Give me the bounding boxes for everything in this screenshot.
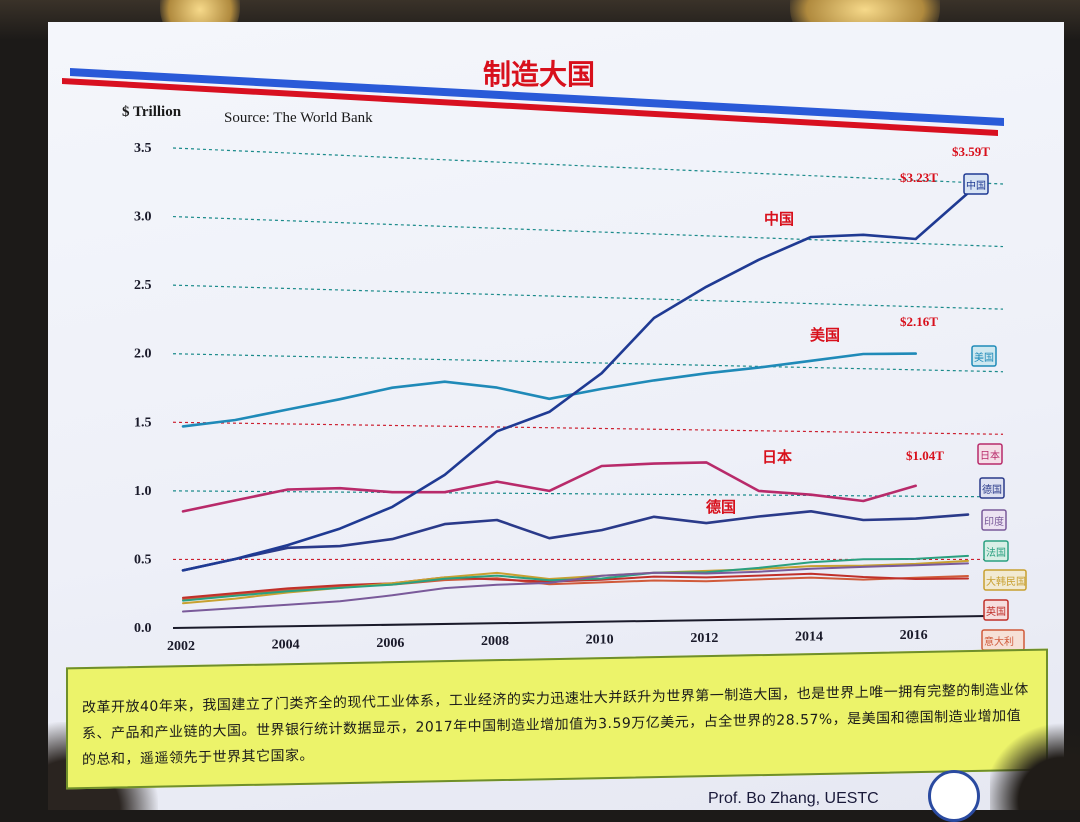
legend-swatch xyxy=(971,345,997,367)
series-line xyxy=(182,572,969,599)
gridline xyxy=(172,215,1004,248)
gridline xyxy=(172,490,1004,498)
legend-label: 印度 xyxy=(984,515,1004,528)
audience-shadow xyxy=(990,720,1080,810)
legend-label: 大韩民国 xyxy=(986,575,1026,588)
header-stripe-blue xyxy=(70,68,1004,126)
source-note: Source: The World Bank xyxy=(224,110,373,126)
value-label-china-2017: $3.59T xyxy=(952,144,990,159)
uestc-logo-icon xyxy=(928,770,980,822)
grid-lines xyxy=(172,147,1004,561)
legend-swatch xyxy=(983,569,1027,591)
summary-text: 改革开放40年来，我国建立了门类齐全的现代工业体系，工业经济的实力迅速壮大并跃升… xyxy=(82,681,1029,769)
value-label-japan: $1.04T xyxy=(906,448,944,463)
y-tick-label: 3.0 xyxy=(134,210,152,225)
label-germany: 德国 xyxy=(706,498,736,516)
y-tick-label: 1.0 xyxy=(134,484,152,499)
y-tick-label: 0.5 xyxy=(134,552,152,567)
legend-swatch xyxy=(977,443,1003,465)
legend-label: 法国 xyxy=(986,546,1006,559)
x-tick-label: 2008 xyxy=(481,634,509,649)
x-axis-ticks: 2002 2004 2006 2008 2010 2012 2014 2016 xyxy=(167,628,928,654)
legend-label: 意大利 xyxy=(984,635,1014,648)
y-unit-label: $ Trillion xyxy=(122,104,182,120)
legend-swatch xyxy=(983,540,1009,562)
x-tick-label: 2016 xyxy=(900,628,928,643)
y-tick-label: 3.5 xyxy=(134,141,152,156)
gridline xyxy=(172,353,1004,373)
y-tick-label: 1.5 xyxy=(134,415,152,430)
y-axis-ticks: 0.0 0.5 1.0 1.5 2.0 2.5 3.0 3.5 xyxy=(134,141,152,636)
y-tick-label: 2.0 xyxy=(134,347,152,362)
series-line xyxy=(181,510,970,572)
header-stripe-red xyxy=(62,78,998,136)
legend-swatch xyxy=(981,509,1007,531)
series-line xyxy=(181,191,970,572)
label-japan: 日本 xyxy=(762,448,792,466)
legend-swatch xyxy=(963,173,989,195)
slide-canvas: 制造大国 $ Trillion Source: The World Bank 0… xyxy=(62,58,1027,654)
gridline xyxy=(172,421,1004,435)
legend-label: 中国 xyxy=(966,179,986,192)
x-tick-label: 2012 xyxy=(690,631,718,646)
x-tick-label: 2006 xyxy=(376,636,404,651)
x-axis-line xyxy=(172,615,989,629)
legend-label: 日本 xyxy=(980,449,1000,462)
x-tick-label: 2004 xyxy=(272,637,300,652)
y-tick-label: 2.5 xyxy=(134,278,152,293)
gridline xyxy=(172,284,1004,310)
label-china: 中国 xyxy=(764,210,794,228)
summary-text-box: 改革开放40年来，我国建立了门类齐全的现代工业体系，工业经济的实力迅速壮大并跃升… xyxy=(66,648,1048,790)
legend-label: 美国 xyxy=(974,351,994,364)
x-tick-label: 2002 xyxy=(167,639,195,654)
legend-label: 英国 xyxy=(986,605,1006,618)
legend-swatch xyxy=(983,599,1009,621)
value-label-china-2016: $3.23T xyxy=(900,170,938,185)
legend-label: 德国 xyxy=(982,483,1002,496)
x-tick-label: 2010 xyxy=(586,633,614,648)
series-line xyxy=(182,562,969,613)
series-line xyxy=(182,575,969,601)
legend-swatch xyxy=(979,477,1005,499)
y-tick-label: 0.0 xyxy=(134,621,152,636)
gridline xyxy=(172,147,1004,185)
label-usa: 美国 xyxy=(810,326,840,344)
value-label-usa: $2.16T xyxy=(900,314,938,329)
slide-title: 制造大国 xyxy=(483,58,595,91)
series-line xyxy=(181,352,917,428)
series-line xyxy=(181,461,917,513)
presenter-credit: Prof. Bo Zhang, UESTC xyxy=(708,790,879,807)
x-tick-label: 2014 xyxy=(795,629,823,644)
series-lines xyxy=(181,191,970,613)
